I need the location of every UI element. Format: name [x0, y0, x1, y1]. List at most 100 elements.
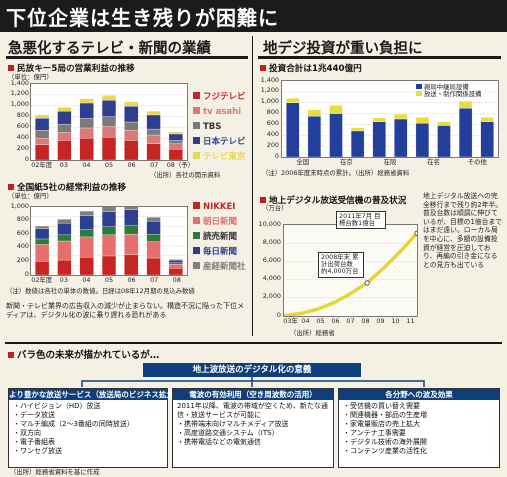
- legend-label-2: 放送・制作関係設備: [424, 90, 482, 99]
- bar-segment: [168, 263, 183, 269]
- bar-segment: [329, 105, 343, 114]
- left-heading-rule: [6, 56, 248, 59]
- x-tick-label: 08（予）: [166, 161, 195, 169]
- benefit-box-spectrum: 電波の有効利用（空き周波数の活用） 2011年以降、電波の帯域が空くため、新たな…: [172, 388, 334, 468]
- x-tick-label: 07: [150, 276, 159, 284]
- y-tick-label: 800: [266, 108, 279, 117]
- x-tick-label: 10: [391, 317, 400, 325]
- bar-segment: [480, 121, 494, 158]
- bar-segment: [124, 254, 139, 276]
- bar-segment: [57, 219, 72, 224]
- panel-divider: [252, 36, 253, 336]
- benefit-box-services: より豊かな放送サービス（放送局のビジネス拡大） ・ハイビジョン（HD）放送 ・デー…: [8, 388, 182, 468]
- bar-segment: [146, 234, 161, 242]
- brand-logo: 日本テレビ: [193, 137, 251, 147]
- y-tick-label: 1,000: [10, 201, 29, 210]
- x-tick-label: 06: [127, 276, 136, 284]
- benefit-list-item: ・電子番組表: [13, 438, 55, 446]
- bar-segment: [372, 121, 386, 158]
- bar-segment: [146, 114, 161, 130]
- legend-label-1: 親局中継局設備: [424, 83, 469, 91]
- x-tick-label: 09: [376, 317, 385, 325]
- bar-segment: [35, 225, 50, 229]
- bar-segment: [458, 100, 473, 109]
- bar-segment: [480, 117, 494, 122]
- bar-segment: [437, 121, 451, 126]
- x-tick-label: 在名: [427, 158, 440, 166]
- bar-segment: [101, 95, 117, 101]
- bar-segment: [168, 262, 183, 265]
- bar-segment: [350, 130, 365, 158]
- bar-segment: [146, 134, 161, 144]
- bar-segment: [57, 124, 72, 133]
- bar-segment: [124, 234, 139, 255]
- logo-mark-icon: [193, 122, 200, 129]
- x-tick-label: 07: [346, 317, 355, 325]
- title-bar: [0, 0, 507, 32]
- x-tick-label: その他: [467, 158, 487, 166]
- benefit-box-services-title: より豊かな放送サービス（放送局のビジネス拡大）: [9, 389, 182, 400]
- bar-segment: [168, 131, 183, 135]
- y-tick-label: 0: [24, 269, 29, 278]
- bar-segment: [57, 140, 72, 161]
- y-tick-label: 800: [16, 111, 29, 120]
- benefit-box-services-list: ・ハイビジョン（HD）放送 ・データ放送 ・マルチ編成（2～3番組の同時放送） ・双方…: [9, 400, 167, 458]
- invest-section-title-text: 投資合計は1兆440億円: [269, 64, 362, 74]
- x-tick-label: 02年度: [31, 161, 53, 169]
- y-tick-label: 1,400: [10, 78, 29, 87]
- curve-marker: [414, 230, 420, 236]
- x-tick-label: 全国: [296, 158, 310, 166]
- adoption-curve: [283, 232, 419, 318]
- y-tick-label: 1,200: [260, 86, 279, 95]
- legend-item-2: 放送・制作関係設備: [416, 91, 482, 98]
- benefit-list-item: ・コンテンツ産業の活性化: [343, 447, 427, 455]
- y-tick-label: 4,000: [262, 274, 281, 283]
- benefit-box-spectrum-title: 電波の有効利用（空き周波数の活用）: [173, 389, 333, 400]
- bar-segment: [101, 226, 117, 236]
- right-panel-heading: 地デジ投資が重い負担に: [263, 41, 423, 57]
- benefit-list-item: ・家電量販店の売上拡大: [343, 420, 420, 428]
- bar-segment: [124, 129, 139, 141]
- bar-segment: [394, 113, 408, 120]
- receiver-y-axis: 10,000 8,000 6,000 4,000 2,000 0: [256, 219, 282, 318]
- benefit-box-ripple: 各分野への波及効果 ・受信機の買い替え需要 ・関連機器・部品の生産増 ・家電量販店の…: [338, 388, 500, 468]
- bar-segment: [35, 138, 50, 145]
- bar-segment: [415, 123, 430, 158]
- paper-y-axis: 1,000 800 600 400 200 0: [4, 201, 30, 278]
- bar-segment: [79, 215, 94, 230]
- x-tick-label: 08: [172, 276, 181, 284]
- benefit-list-item: ・アンテナ工事需要: [343, 429, 406, 437]
- bar-segment: [35, 129, 50, 139]
- benefit-list-item: ・携帯端末向けマルチメディア放送: [177, 420, 289, 428]
- bar-segment: [79, 236, 94, 258]
- y-tick-label: 400: [266, 129, 279, 138]
- paper-unit-note: （単位：億円）: [8, 192, 53, 200]
- bar-segment: [57, 259, 72, 276]
- receiver-x-axis: 03年 04 05 06 07 08 09 10 11: [283, 317, 418, 326]
- brand-logo: NIKKEI: [193, 202, 251, 212]
- bar-segment: [79, 98, 94, 104]
- logo-text: 毎日新聞: [203, 247, 238, 257]
- y-tick-label: 600: [16, 121, 29, 130]
- logo-mark-icon: [193, 92, 200, 99]
- bar-segment: [124, 101, 139, 107]
- logo-mark-icon: [193, 202, 200, 209]
- logo-text: フジテレビ: [203, 92, 246, 102]
- logo-text: 読売新聞: [203, 232, 238, 242]
- y-tick-label: 8,000: [262, 237, 281, 246]
- bar-segment: [168, 259, 183, 261]
- y-tick-label: 1,000: [260, 97, 279, 106]
- bar-segment: [35, 144, 50, 161]
- tv-chart-plot: [30, 83, 188, 161]
- y-tick-label: 10,000: [258, 219, 281, 228]
- bar-segment: [437, 125, 451, 158]
- invest-x-axis: 全国 在京 在阪 在名 その他: [281, 158, 499, 167]
- paper-section-title-text: 全国紙5社の経常利益の推移: [17, 183, 127, 193]
- bar-segment: [79, 210, 94, 216]
- tv-chart-svg: [31, 94, 187, 161]
- logo-text: 産経新聞社: [203, 262, 246, 272]
- bar-segment: [350, 127, 365, 132]
- bar-segment: [146, 143, 161, 161]
- receiver-side-text: 地上デジタル放送への完全移行まで残り約2年半。普及台数は順調に伸びているが、目標…: [423, 192, 503, 269]
- benefit-list-item: ・データ放送: [13, 411, 55, 419]
